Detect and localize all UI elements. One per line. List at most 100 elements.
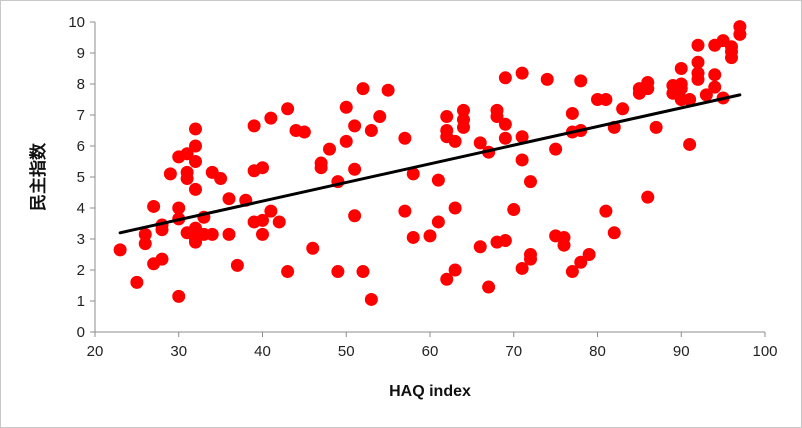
data-point [113, 243, 127, 257]
data-point [498, 131, 512, 145]
data-point [448, 201, 462, 215]
data-point [306, 241, 320, 255]
data-point [557, 238, 571, 252]
data-point [214, 172, 228, 186]
data-point [348, 162, 362, 176]
data-point [524, 252, 537, 266]
data-point [264, 111, 278, 125]
x-tick-label: 80 [589, 343, 606, 360]
data-point [431, 215, 445, 229]
data-point [230, 258, 244, 272]
data-point [356, 82, 370, 96]
data-point [398, 204, 412, 218]
data-point [356, 265, 370, 279]
x-tick-label: 50 [338, 343, 355, 360]
data-point [189, 139, 202, 153]
trendline [118, 93, 742, 235]
data-point [406, 230, 420, 244]
y-tick-label: 10 [68, 14, 85, 31]
data-point [683, 137, 697, 151]
x-tick-label: 70 [505, 343, 522, 360]
data-point [364, 292, 378, 306]
data-point [147, 199, 161, 213]
data-point [431, 173, 445, 187]
data-point [205, 227, 219, 241]
data-point [348, 119, 362, 133]
data-point [674, 62, 688, 75]
y-ticks: 0 1 2 3 4 5 6 7 8 9 10 [68, 14, 95, 341]
data-point [649, 120, 663, 134]
data-point [364, 124, 378, 137]
y-tick-label: 7 [77, 107, 85, 124]
data-point [222, 227, 236, 241]
x-tick-label: 20 [87, 343, 104, 360]
data-point [423, 229, 437, 243]
data-point [691, 72, 705, 86]
data-point [457, 103, 470, 117]
data-point [691, 38, 705, 52]
data-point [281, 102, 295, 116]
data-point [616, 102, 630, 116]
y-tick-label: 0 [77, 324, 85, 341]
data-point [574, 74, 588, 88]
data-point [381, 83, 395, 97]
data-point [256, 213, 269, 227]
data-point [565, 265, 579, 279]
data-point [482, 280, 496, 294]
data-point [641, 190, 655, 204]
y-tick-label: 1 [77, 293, 85, 310]
data-point [507, 203, 521, 217]
y-tick-label: 6 [77, 138, 85, 155]
data-point [297, 125, 311, 139]
y-tick-label: 2 [77, 262, 85, 279]
data-point [256, 161, 269, 175]
data-point [448, 263, 462, 277]
data-point [599, 204, 613, 218]
data-point [607, 226, 621, 240]
data-point [172, 201, 186, 215]
data-point [264, 204, 278, 218]
x-tick-label: 30 [170, 343, 187, 360]
data-point [339, 100, 353, 114]
x-tick-label: 100 [752, 343, 777, 360]
data-point [683, 93, 697, 106]
data-point [138, 237, 152, 251]
data-point [272, 215, 286, 229]
data-point [708, 80, 722, 94]
data-point [247, 119, 261, 133]
y-tick-label: 9 [77, 45, 85, 62]
y-axis-label: 民主指数 [28, 142, 49, 211]
y-tick-label: 4 [77, 200, 85, 217]
data-point [708, 68, 722, 82]
data-points [113, 20, 747, 306]
data-point [180, 172, 194, 186]
data-point [189, 122, 202, 136]
x-tick-label: 90 [673, 343, 690, 360]
data-point [155, 252, 169, 266]
data-point [540, 72, 554, 86]
data-point [222, 192, 236, 206]
data-point [641, 82, 655, 96]
data-point [457, 120, 470, 134]
data-point [172, 289, 186, 303]
data-point [498, 71, 512, 85]
data-point [398, 131, 412, 145]
data-point [549, 142, 563, 156]
x-tick-label: 40 [254, 343, 271, 360]
data-point [256, 227, 269, 241]
data-point [733, 27, 747, 41]
x-tick-label: 60 [422, 343, 439, 360]
data-point [582, 248, 596, 261]
data-point [565, 106, 579, 120]
x-ticks: 20 30 40 50 60 70 80 90 100 [87, 332, 778, 360]
data-point [440, 272, 454, 286]
data-point [515, 66, 529, 80]
data-point [473, 136, 487, 150]
data-point [189, 235, 202, 249]
x-axis-label: HAQ index [389, 383, 471, 400]
data-point [574, 255, 588, 269]
data-point [448, 134, 462, 148]
data-point [281, 265, 295, 279]
data-point [406, 167, 420, 181]
